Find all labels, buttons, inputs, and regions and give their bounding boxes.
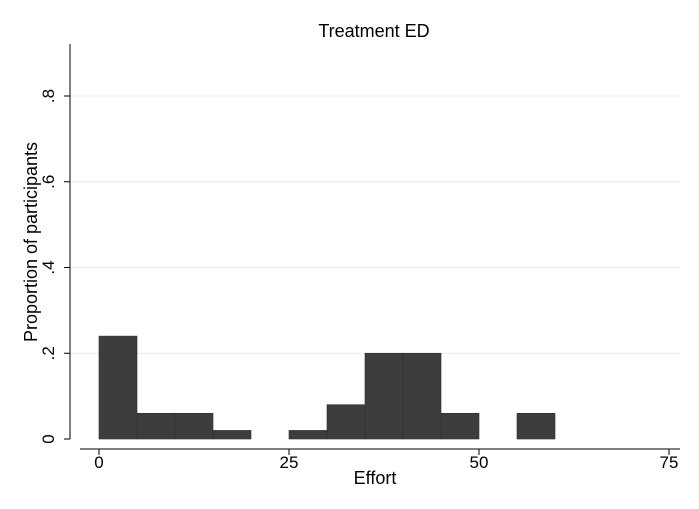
bar-0-5: [98, 335, 138, 440]
y-tick-label: 0: [39, 434, 58, 443]
grid-lines: [71, 95, 680, 354]
x-tick-label: 25: [280, 453, 299, 472]
bar-15-20: [212, 430, 252, 440]
bar-40-45: [402, 352, 442, 440]
bar-25-30: [288, 430, 328, 440]
y-tick-label: .8: [39, 89, 58, 103]
y-tick-label: .4: [39, 260, 58, 274]
x-tick-label: 50: [470, 453, 489, 472]
x-tick-label: 75: [660, 453, 679, 472]
bar-5-10: [136, 412, 176, 440]
bar-55-60: [516, 412, 556, 440]
x-axis-ticks: 0 25 50 75: [94, 449, 678, 472]
bars: [98, 335, 556, 440]
x-tick-label: 0: [94, 453, 103, 472]
bar-45-50: [440, 412, 480, 440]
y-tick-label: .2: [39, 346, 58, 360]
chart-title: Treatment ED: [318, 21, 429, 41]
bar-35-40: [364, 352, 404, 440]
bar-30-35: [326, 404, 366, 440]
x-axis-label: Effort: [354, 468, 397, 488]
bar-10-15: [174, 412, 214, 440]
y-tick-label: .6: [39, 175, 58, 189]
y-axis-label: Proportion of participants: [21, 142, 41, 342]
y-axis-ticks: 0 .2 .4 .6 .8: [39, 89, 70, 444]
